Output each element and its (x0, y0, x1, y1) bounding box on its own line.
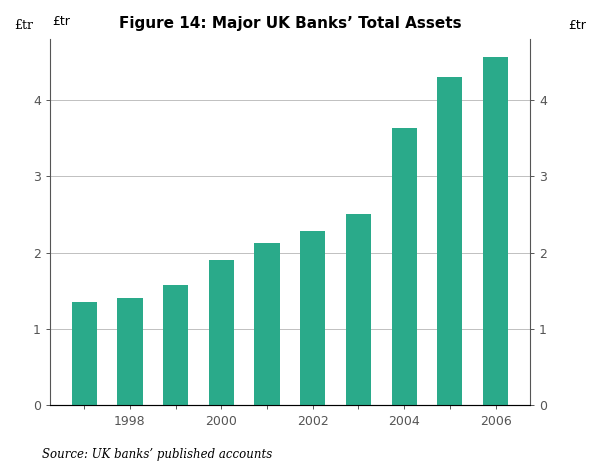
Bar (71, 302, 97, 405)
Title: Figure 14: Major UK Banks’ Total Assets: Figure 14: Major UK Banks’ Total Assets (119, 16, 461, 31)
Bar (118, 298, 143, 405)
Bar (300, 231, 325, 405)
Bar (392, 128, 417, 405)
Bar (483, 57, 508, 405)
Text: Source: UK banks’ published accounts: Source: UK banks’ published accounts (42, 448, 272, 461)
Bar (437, 77, 463, 405)
Bar (254, 243, 280, 405)
Bar (346, 214, 371, 405)
Bar (209, 260, 234, 405)
Text: £tr: £tr (14, 19, 33, 32)
Text: £tr: £tr (52, 15, 70, 28)
Bar (163, 285, 188, 405)
Text: £tr: £tr (568, 19, 586, 32)
